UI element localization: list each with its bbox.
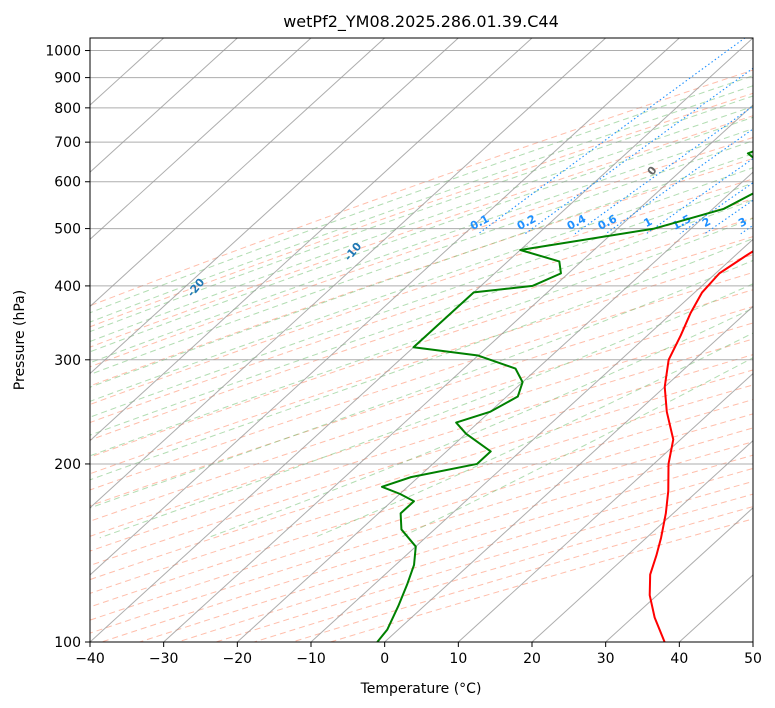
sounding-series — [376, 150, 753, 642]
x-axis: −40 −30 −20 −10 0 10 20 30 40 50 — [75, 642, 762, 667]
x-axis-label: Temperature (°C) — [360, 681, 482, 697]
moist-adiabat-line — [90, 105, 753, 343]
x-tick-label: −40 — [75, 651, 105, 667]
isotherm-line — [90, 38, 386, 308]
isobar-gridlines — [90, 50, 753, 642]
y-tick-label: 400 — [54, 279, 81, 295]
isotherm-line — [90, 38, 238, 173]
y-tick-label: 800 — [54, 101, 81, 117]
isotherm-line — [310, 238, 753, 642]
moist-adiabat-line — [90, 116, 753, 353]
moist-adiabat-line — [90, 75, 753, 314]
dry-adiabat-line — [90, 338, 753, 552]
isotherm-line — [163, 104, 753, 642]
moist-adiabat-line — [90, 199, 753, 436]
dry-adiabat-line — [90, 306, 753, 522]
mixing-ratio-line — [679, 182, 753, 235]
mixing-ratio-line — [477, 38, 746, 235]
x-tick-label: 40 — [670, 651, 688, 667]
temperature-line — [648, 250, 753, 642]
y-axis: 1000 900 800 700 600 500 400 300 200 100 — [45, 44, 90, 651]
x-tick-label: 0 — [380, 651, 389, 667]
y-tick-label: 100 — [54, 635, 81, 651]
moist-adiabat-line — [90, 167, 753, 402]
dry-adiabat-line — [90, 369, 753, 581]
moist-adiabats — [90, 75, 753, 539]
isotherm-line — [90, 38, 680, 576]
x-tick-label: −30 — [149, 651, 179, 667]
isotherm-line — [90, 38, 533, 442]
isotherm-line — [236, 171, 753, 642]
isotherm-line — [90, 38, 312, 241]
y-axis-label: Pressure (hPa) — [12, 290, 28, 390]
y-tick-label: 700 — [54, 135, 81, 151]
moist-adiabat-line — [90, 259, 753, 509]
mixing-ratio-lines — [477, 38, 753, 235]
moist-adiabat-line — [90, 95, 753, 333]
dewpoint-line — [376, 150, 753, 642]
x-tick-label: 50 — [744, 651, 762, 667]
x-tick-label: 10 — [449, 651, 467, 667]
chart-title: wetPf2_YM08.2025.286.01.39.C44 — [283, 12, 559, 32]
dry-adiabat-line — [90, 178, 753, 406]
moist-adiabat-line — [90, 182, 753, 418]
moist-adiabat-line — [399, 357, 753, 539]
moist-adiabat-line — [313, 332, 753, 539]
moist-adiabat-line — [90, 237, 753, 481]
y-tick-label: 600 — [54, 175, 81, 191]
x-tick-label: 20 — [523, 651, 541, 667]
isotherm-line — [90, 38, 459, 375]
y-tick-label: 900 — [54, 71, 81, 87]
y-tick-label: 200 — [54, 457, 81, 473]
x-tick-label: 30 — [597, 651, 615, 667]
y-tick-label: 300 — [54, 353, 81, 369]
dry-adiabat-line — [90, 289, 753, 507]
moist-adiabat-line — [90, 217, 753, 457]
skewed-isotherms — [90, 38, 753, 642]
isotherm-line — [90, 38, 607, 509]
dry-adiabat-line — [90, 254, 753, 475]
plot-frame — [89, 37, 754, 643]
dry-adiabat-line — [90, 217, 753, 441]
moist-adiabat-line — [90, 85, 753, 323]
moist-adiabat-line — [90, 140, 753, 376]
y-tick-label: 1000 — [45, 44, 81, 60]
plot-area: 0.10.20.40.611.52346810131620253036-100-… — [90, 38, 753, 642]
isotherm-line — [384, 305, 753, 642]
isotherm-line — [531, 439, 753, 642]
isotherm-line — [457, 372, 753, 642]
isotherm-line — [605, 507, 753, 642]
x-tick-label: −20 — [223, 651, 253, 667]
x-tick-label: −10 — [296, 651, 326, 667]
y-tick-label: 500 — [54, 222, 81, 238]
moist-adiabat-line — [99, 283, 753, 539]
